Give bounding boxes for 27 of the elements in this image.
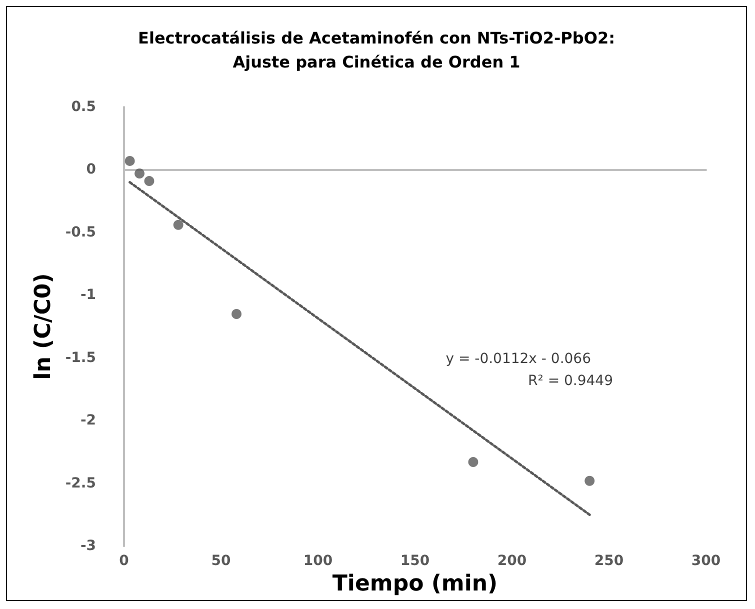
y-tick-label: 0	[86, 162, 96, 178]
y-tick-label: -1	[80, 287, 96, 304]
y-tick-label: -1.5	[65, 350, 96, 366]
annotation: R² = 0.9449	[528, 373, 614, 389]
point	[124, 156, 135, 166]
chart-title: Electrocatálisis de Acetaminofén con NTs-TiO2-PbO2: Ajuste para Cinética de Orden 1	[138, 28, 615, 72]
y-tick-label: -3	[80, 538, 96, 554]
y-tick-label: -0.5	[65, 224, 96, 240]
x-tick-label: 150	[400, 553, 430, 570]
y-tick-label: -2.5	[65, 475, 96, 492]
point	[144, 176, 154, 186]
x-tick-label: 300	[691, 553, 721, 570]
point	[232, 309, 242, 319]
x-tick-label: 100	[303, 553, 333, 570]
point	[468, 457, 478, 468]
annotation: y = -0.0112x - 0.066	[446, 351, 592, 367]
y-axis-title: ln (C/C0)	[30, 273, 56, 380]
y-tick-label: 0.5	[71, 99, 96, 115]
x-tick-label: 50	[211, 553, 231, 570]
x-tick-label: 200	[497, 553, 527, 570]
y-tick-label: -2	[80, 412, 96, 429]
x-tick-label: 0	[119, 553, 130, 570]
point	[173, 220, 184, 230]
x-axis-title: Tiempo (min)	[332, 572, 498, 596]
point	[584, 476, 595, 486]
x-tick-label: 250	[594, 553, 624, 570]
point	[134, 168, 145, 178]
